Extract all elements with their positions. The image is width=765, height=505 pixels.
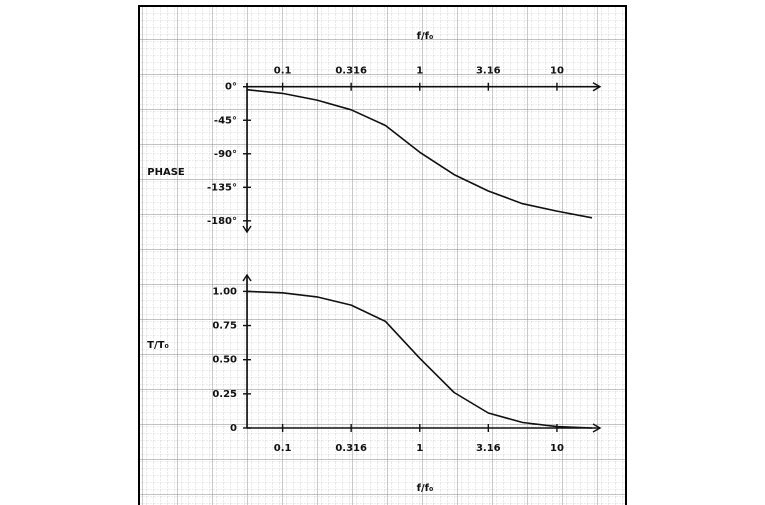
x-tick-label: 10 [550,66,564,77]
y-tick-label: 0.75 [212,321,237,332]
curve [246,290,593,429]
x-tick-label: 0.1 [274,443,292,454]
frame [138,5,627,505]
y-axis-arrow [242,273,252,282]
x-tick-label: 10 [550,443,564,454]
x-tick-label: 0.1 [274,66,292,77]
y-axis-arrow [242,225,252,234]
y-tick-label: -135° [207,182,237,193]
y-axis-label: T/T₀ [147,340,169,351]
curve [246,88,593,219]
y-axis-label: PHASE [147,167,185,178]
graph-paper-major [139,6,626,505]
x-tick-label: 0.316 [335,66,367,77]
y-tick-label: 1.00 [212,286,237,297]
x-tick-label: 0.316 [335,443,367,454]
y-tick-label: -45° [214,115,237,126]
x-axis-arrow [592,82,602,92]
x-axis-arrow [592,423,602,433]
y-tick-label: 0.25 [212,389,237,400]
y-tick-label: -180° [207,216,237,227]
y-tick-label: 0° [225,82,237,93]
y-tick-label: 0 [230,423,237,434]
y-tick-label: -90° [214,149,237,160]
x-tick-label: 1 [416,66,423,77]
x-axis-label: f/f₀ [417,31,434,42]
x-axis-label: f/f₀ [417,483,434,494]
x-tick-label: 3.16 [476,443,501,454]
x-tick-label: 3.16 [476,66,501,77]
y-tick-label: 0.50 [212,355,237,366]
x-tick-label: 1 [416,443,423,454]
